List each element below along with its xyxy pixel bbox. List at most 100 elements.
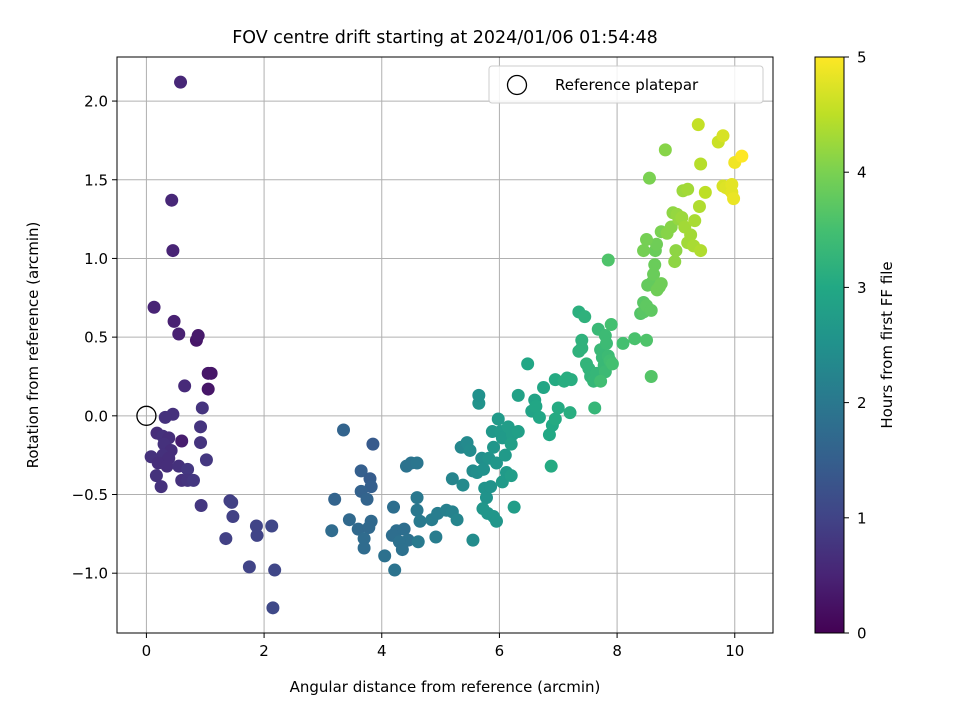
data-point <box>395 543 409 557</box>
data-point <box>484 480 498 494</box>
y-tick-label: −1.0 <box>72 565 108 583</box>
data-point <box>410 456 424 470</box>
data-point <box>194 420 208 434</box>
y-axis: −1.0 −0.5 0.0 0.5 1.0 1.5 2.0 <box>72 93 117 583</box>
data-point <box>410 503 424 517</box>
data-point <box>174 75 188 89</box>
y-tick-label: 1.0 <box>84 250 108 268</box>
data-point <box>605 357 619 371</box>
data-point <box>265 519 279 533</box>
data-point <box>640 333 654 347</box>
data-point <box>694 157 708 171</box>
data-point <box>242 560 256 574</box>
data-point <box>658 143 672 157</box>
colorbar-gradient <box>814 56 845 634</box>
data-point <box>328 492 342 506</box>
data-point <box>572 344 586 358</box>
data-point <box>158 410 172 424</box>
data-point <box>268 563 282 577</box>
data-point <box>160 459 174 473</box>
data-points <box>144 75 749 615</box>
data-point <box>564 373 578 387</box>
data-point <box>489 514 503 528</box>
data-point <box>529 399 543 413</box>
data-point <box>325 524 339 538</box>
data-point <box>684 228 698 242</box>
data-point <box>387 500 401 514</box>
data-point <box>249 519 263 533</box>
y-tick-label: −0.5 <box>72 486 108 504</box>
legend-box <box>488 65 764 104</box>
data-point <box>654 277 668 291</box>
data-point <box>266 601 280 615</box>
data-point <box>342 513 356 527</box>
data-point <box>357 541 371 555</box>
data-point <box>397 522 411 536</box>
colorbar-tick-label: 5 <box>857 49 867 67</box>
data-point <box>351 522 365 536</box>
data-point <box>681 182 695 196</box>
data-point <box>195 401 209 415</box>
data-point <box>511 388 525 402</box>
y-tick-label: 1.5 <box>84 171 108 189</box>
data-point <box>491 412 505 426</box>
data-point <box>548 412 562 426</box>
data-point <box>178 379 192 393</box>
x-tick-label: 6 <box>495 642 505 660</box>
colorbar-tick-label: 2 <box>857 394 867 412</box>
data-point <box>688 214 702 228</box>
legend-label: Reference platepar <box>555 76 699 94</box>
data-point <box>504 437 518 451</box>
colorbar-tick-label: 0 <box>857 625 867 643</box>
data-point <box>463 443 477 457</box>
y-tick-label: 0.5 <box>84 329 108 347</box>
data-point <box>521 357 535 371</box>
data-point <box>201 382 215 396</box>
data-point <box>650 237 664 251</box>
data-point <box>219 532 233 546</box>
data-point <box>429 530 443 544</box>
data-point <box>186 473 200 487</box>
x-axis-label: Angular distance from reference (arcmin) <box>290 678 601 696</box>
data-point <box>337 423 351 437</box>
legend: Reference platepar <box>488 65 764 104</box>
data-point <box>167 314 181 328</box>
reference-platepar-marker <box>136 405 157 426</box>
plot-frame <box>116 56 774 634</box>
y-tick-label: 2.0 <box>84 93 108 111</box>
data-point <box>644 303 658 317</box>
data-point <box>354 464 368 478</box>
data-point <box>181 462 195 476</box>
data-point <box>668 255 682 269</box>
data-point <box>199 453 213 467</box>
data-point <box>250 528 264 542</box>
data-point <box>727 192 741 206</box>
data-point <box>472 388 486 402</box>
x-axis: 0 2 4 6 8 10 <box>142 633 744 660</box>
data-point <box>544 459 558 473</box>
data-point <box>648 258 662 272</box>
grid-lines <box>117 57 773 633</box>
x-tick-label: 2 <box>259 642 269 660</box>
data-point <box>735 149 749 163</box>
data-point <box>669 244 683 258</box>
data-point <box>578 310 592 324</box>
data-point <box>507 500 521 514</box>
data-point <box>532 410 546 424</box>
data-point <box>628 332 642 346</box>
data-point <box>637 244 651 258</box>
data-point <box>362 521 376 535</box>
data-point <box>149 469 163 483</box>
data-point <box>172 327 186 341</box>
data-point <box>191 329 205 343</box>
data-point <box>175 434 189 448</box>
data-point <box>563 406 577 420</box>
data-point <box>388 563 402 577</box>
data-point <box>410 491 424 505</box>
data-point <box>466 533 480 547</box>
x-tick-label: 8 <box>612 642 622 660</box>
data-point <box>366 437 380 451</box>
data-point <box>204 366 218 380</box>
data-point <box>360 492 374 506</box>
colorbar-label: Hours from first FF file <box>878 261 896 428</box>
